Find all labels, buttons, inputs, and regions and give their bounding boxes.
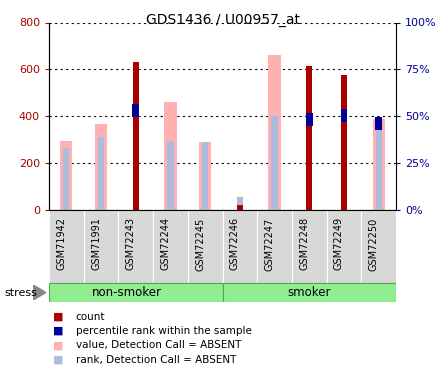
- Bar: [292, 210, 327, 283]
- Text: smoker: smoker: [287, 286, 331, 299]
- Bar: [327, 210, 361, 283]
- Text: GSM72244: GSM72244: [161, 217, 170, 270]
- Polygon shape: [33, 285, 46, 300]
- Bar: [376, 124, 382, 210]
- Bar: [237, 206, 243, 210]
- Text: value, Detection Call = ABSENT: value, Detection Call = ABSENT: [76, 340, 241, 350]
- Bar: [133, 62, 139, 210]
- Bar: [164, 102, 177, 210]
- Bar: [98, 137, 104, 210]
- Text: GDS1436 / U00957_at: GDS1436 / U00957_at: [146, 13, 299, 27]
- Bar: [222, 210, 257, 283]
- Bar: [375, 117, 382, 130]
- Bar: [271, 116, 278, 210]
- Text: non-smoker: non-smoker: [92, 286, 162, 299]
- Text: GSM72248: GSM72248: [299, 217, 309, 270]
- Bar: [306, 66, 312, 210]
- Bar: [222, 283, 396, 302]
- Text: GSM72250: GSM72250: [369, 217, 379, 271]
- Bar: [372, 118, 385, 210]
- Bar: [199, 142, 211, 210]
- Bar: [132, 104, 139, 117]
- Text: ■: ■: [53, 326, 64, 336]
- Bar: [237, 197, 243, 210]
- Bar: [153, 210, 188, 283]
- Text: ■: ■: [53, 340, 64, 350]
- Bar: [257, 210, 292, 283]
- Text: GSM72249: GSM72249: [334, 217, 344, 270]
- Text: GSM72245: GSM72245: [195, 217, 205, 271]
- Bar: [306, 113, 313, 126]
- Text: count: count: [76, 312, 105, 322]
- Bar: [84, 210, 118, 283]
- Text: GSM72247: GSM72247: [265, 217, 275, 271]
- Bar: [202, 142, 208, 210]
- Bar: [340, 108, 348, 122]
- Bar: [63, 148, 69, 210]
- Bar: [341, 75, 347, 210]
- Text: GSM71942: GSM71942: [57, 217, 66, 270]
- Text: stress: stress: [4, 288, 37, 297]
- Bar: [361, 210, 396, 283]
- Bar: [49, 283, 222, 302]
- Bar: [49, 210, 84, 283]
- Text: GSM72243: GSM72243: [126, 217, 136, 270]
- Bar: [167, 141, 174, 210]
- Text: percentile rank within the sample: percentile rank within the sample: [76, 326, 251, 336]
- Text: GSM72246: GSM72246: [230, 217, 240, 270]
- Text: GSM71991: GSM71991: [91, 217, 101, 270]
- Bar: [118, 210, 153, 283]
- Bar: [268, 56, 281, 210]
- Text: rank, Detection Call = ABSENT: rank, Detection Call = ABSENT: [76, 355, 236, 364]
- Bar: [188, 210, 222, 283]
- Bar: [95, 124, 107, 210]
- Text: ■: ■: [53, 312, 64, 322]
- Text: ■: ■: [53, 355, 64, 364]
- Bar: [60, 141, 73, 210]
